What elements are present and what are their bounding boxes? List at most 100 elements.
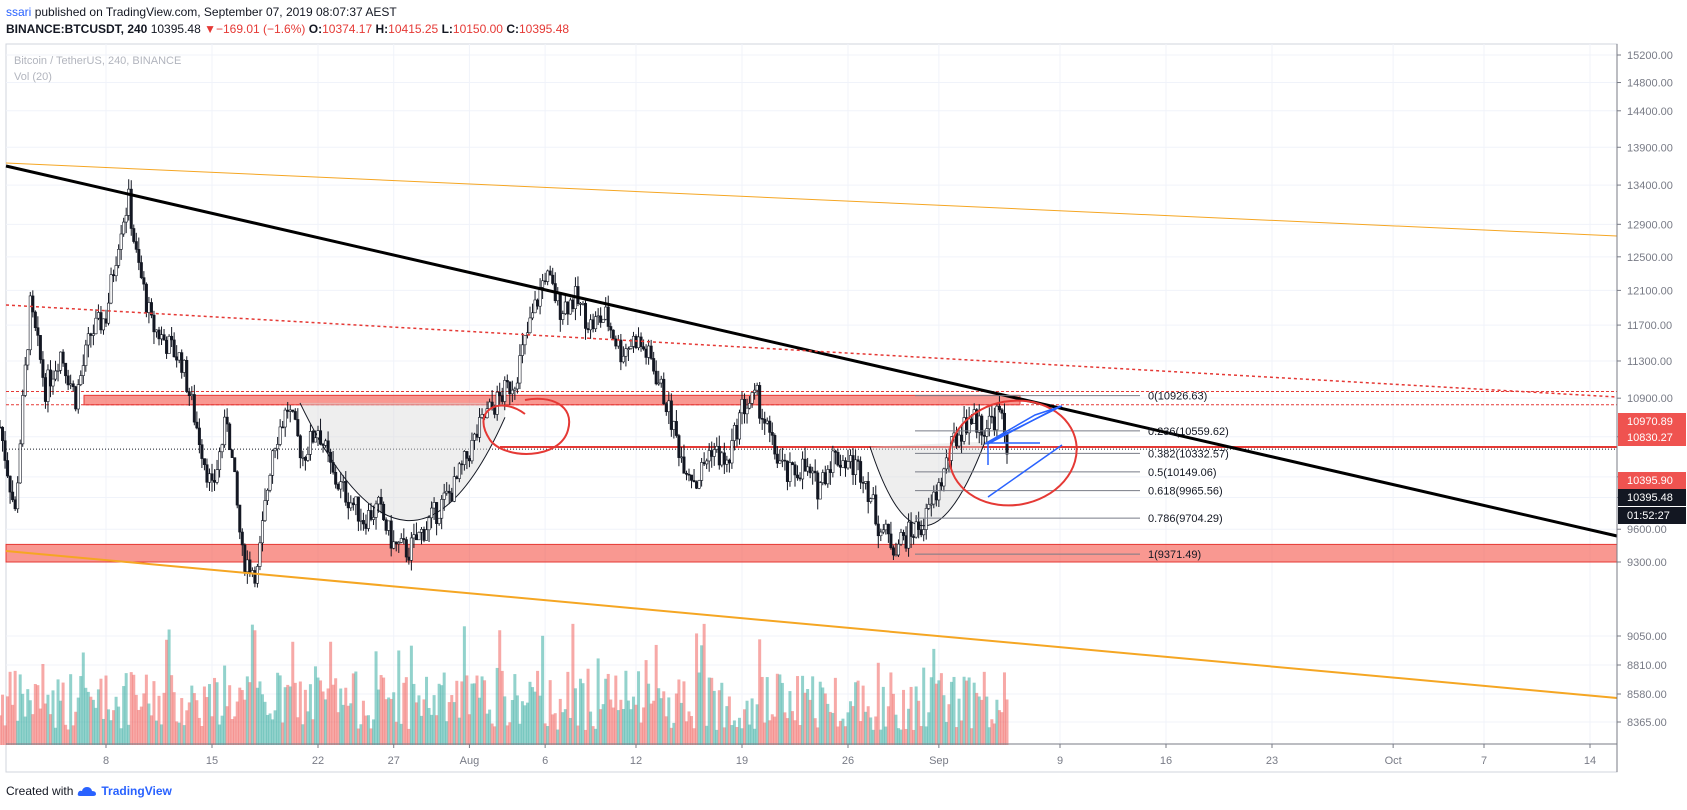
candle-body xyxy=(894,554,898,557)
candle-body xyxy=(437,517,441,524)
high-value: 10415.25 xyxy=(388,22,439,36)
candle-body xyxy=(182,360,186,373)
volume-bar xyxy=(657,688,661,745)
candle-body xyxy=(271,450,275,476)
volume-bar xyxy=(134,694,138,745)
volume-bar xyxy=(649,703,653,745)
time-axis[interactable]: 8 15 22 27 Aug 6 12 19 26 Sep 9 16 23 Oct 7 14 xyxy=(6,743,1617,767)
volume-bar xyxy=(132,674,136,745)
candle-body xyxy=(117,249,121,266)
time-tick-label: 23 xyxy=(1266,755,1278,767)
candle-body xyxy=(324,440,328,446)
candle-body xyxy=(54,370,58,380)
candle-body xyxy=(397,542,401,545)
candle-body xyxy=(821,472,825,483)
volume-bar xyxy=(995,699,999,745)
candle-body xyxy=(886,523,890,535)
volume-bar xyxy=(505,725,509,745)
volume-bar xyxy=(508,722,512,745)
candle-body xyxy=(513,388,517,391)
candle-body xyxy=(710,450,714,457)
candle-body xyxy=(475,433,479,438)
price-tick-label: 11700.00 xyxy=(1627,320,1672,332)
tradingview-logo[interactable]: TradingView xyxy=(101,784,172,798)
volume-bar xyxy=(457,717,461,745)
volume-bar xyxy=(339,688,343,745)
volume-bar xyxy=(412,683,416,745)
volume-bar xyxy=(528,681,532,745)
volume-bar xyxy=(662,691,666,745)
candle-body xyxy=(455,476,459,479)
volume-bar xyxy=(495,667,499,745)
volume-bar xyxy=(533,691,537,745)
volume-bar xyxy=(498,630,502,745)
volume-bar xyxy=(700,645,704,745)
volume-bar xyxy=(513,674,517,745)
candle-body xyxy=(687,473,691,476)
hand-marks xyxy=(482,397,1078,507)
candle-body xyxy=(432,502,436,509)
volume-bar xyxy=(972,682,976,745)
volume-bar xyxy=(871,729,875,745)
candle-body xyxy=(3,440,7,461)
volume-bar xyxy=(975,692,979,745)
candle-body xyxy=(722,452,726,465)
volume-bar xyxy=(912,729,916,745)
volume-bar xyxy=(233,716,237,745)
candle-body xyxy=(311,431,315,443)
volume-bar xyxy=(165,639,169,745)
volume-bar xyxy=(838,720,842,745)
candle-body xyxy=(563,301,567,314)
volume-bar xyxy=(0,715,2,745)
candle-body xyxy=(144,283,148,313)
candle-body xyxy=(939,482,943,487)
candle-body xyxy=(783,459,787,462)
volume-bar xyxy=(162,692,166,745)
volume-bar xyxy=(248,682,252,745)
volume-bar xyxy=(6,696,10,745)
candle-body xyxy=(801,458,805,480)
author-name[interactable]: ssari xyxy=(6,5,32,19)
candle-body xyxy=(727,459,731,464)
volume-bar xyxy=(293,682,297,745)
volume-bar xyxy=(152,681,156,745)
volume-bar xyxy=(440,685,444,745)
volume-legend: Vol (20) xyxy=(14,71,52,83)
volume-bar xyxy=(147,703,151,745)
price-tick-label: 14800.00 xyxy=(1627,78,1673,90)
volume-bar xyxy=(382,677,386,745)
volume-bar xyxy=(122,686,126,745)
candle-body xyxy=(81,365,85,376)
volume-bar xyxy=(775,673,779,745)
volume-bar xyxy=(301,724,305,745)
volume-bar xyxy=(379,675,383,745)
candle-body xyxy=(927,504,931,509)
volume-bar xyxy=(384,699,388,745)
candle-body xyxy=(465,451,469,459)
volume-bar xyxy=(503,696,507,745)
volume-bar xyxy=(96,689,100,745)
volume-bar xyxy=(894,714,898,745)
volume-bar xyxy=(589,711,593,745)
price-tick-label: 13900.00 xyxy=(1627,142,1673,154)
price-label: 01:52:27 xyxy=(1627,510,1670,522)
volume-bar xyxy=(907,708,911,745)
candle-body xyxy=(11,491,15,501)
candle-body xyxy=(16,482,20,510)
candle-body xyxy=(129,188,133,229)
candle-body xyxy=(450,492,454,502)
candle-body xyxy=(876,523,880,537)
price-axis[interactable]: 15200.00 14800.00 14400.00 13900.00 13400.00… xyxy=(1616,44,1686,772)
candle-body xyxy=(616,339,620,347)
volume-bar xyxy=(553,713,557,745)
candle-body xyxy=(753,389,757,393)
open-value: 10374.17 xyxy=(322,22,373,36)
candle-body xyxy=(187,391,191,397)
candle-body xyxy=(932,491,936,505)
volume-bar xyxy=(319,680,323,745)
volume-bar xyxy=(71,725,75,745)
candle-body xyxy=(172,339,176,358)
candle-body xyxy=(551,274,555,284)
volume-bar xyxy=(690,716,694,745)
